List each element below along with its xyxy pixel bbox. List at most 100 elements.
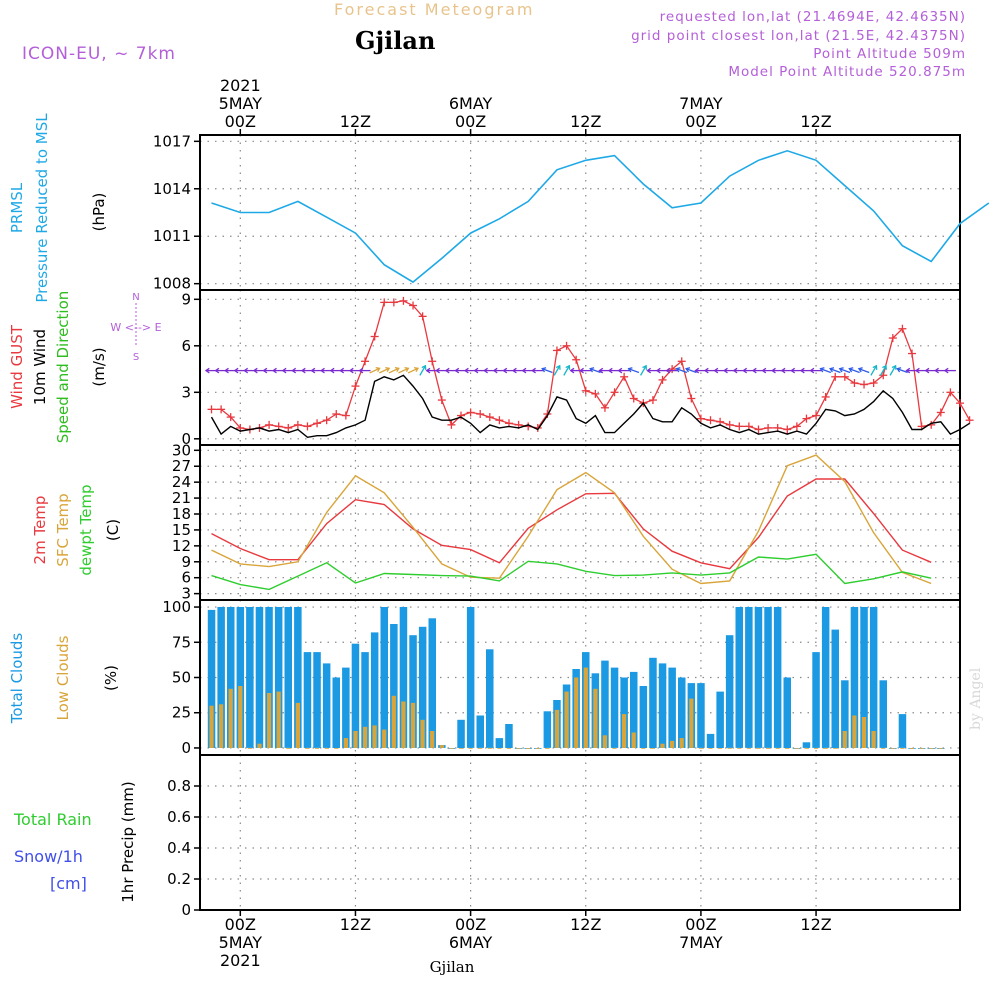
total-clouds-bar: [649, 657, 657, 748]
dewpt-line: [211, 553, 932, 591]
wind-direction-arrow-head: [555, 364, 561, 370]
y-tick-label: 15: [172, 521, 191, 539]
panel-frame: [199, 444, 961, 601]
total-clouds-bar: [284, 607, 292, 748]
wind-direction-arrow-head: [348, 367, 354, 374]
x-axis-label-bottom: 2021: [220, 951, 261, 970]
low-clouds-bar: [545, 748, 550, 749]
low-clouds-bar: [785, 748, 790, 749]
low-clouds-bar: [305, 748, 310, 749]
total-clouds-bar: [274, 607, 283, 748]
wind-direction-arrow-head: [905, 367, 911, 374]
wind-direction-arrow-head: [703, 367, 709, 374]
precip-unit-label: 1hr Precip (mm): [119, 781, 137, 902]
total-clouds-bar: [313, 652, 321, 748]
low-clouds-bar: [506, 748, 512, 749]
low-clouds-bar: [267, 693, 272, 748]
rain-label: Total Rain: [13, 810, 92, 829]
total-clouds-bar: [745, 607, 753, 748]
low-clouds-bar: [900, 748, 905, 749]
total-clouds-bar: [351, 643, 360, 748]
total-clouds-bar: [236, 607, 245, 748]
x-axis-label-top: 7MAY: [679, 94, 723, 113]
y-tick-label: 27: [172, 457, 191, 475]
wind-direction-arrow-head: [404, 366, 410, 373]
x-axis-label-top: 00Z: [455, 112, 486, 131]
temp2m-label: 2m Temp: [31, 496, 49, 565]
wind-direction-arrow-head: [896, 367, 902, 373]
wind-direction-arrow-head: [300, 367, 306, 374]
y-tick-label: 3: [181, 585, 191, 603]
y-tick-label: 0: [181, 739, 191, 757]
low-clouds-bar: [756, 748, 761, 749]
wind-direction-arrow-head: [579, 367, 584, 374]
x-axis-label-top: 12Z: [800, 112, 831, 131]
snow-label: Snow/1h: [14, 847, 83, 866]
total-clouds-bar: [207, 609, 216, 748]
low-clouds-bar: [401, 701, 406, 748]
x-axis-label-bottom: 12Z: [800, 915, 831, 934]
wind-direction-arrow-head: [857, 367, 863, 373]
x-axis-label-bottom: 12Z: [340, 915, 371, 934]
low-clouds-bar: [650, 748, 655, 749]
wind-direction-arrow-head: [521, 367, 527, 374]
low-clouds-bar: [727, 748, 732, 749]
wind-direction-arrow-head: [310, 367, 316, 374]
total-clouds-bar: [802, 742, 811, 748]
wind-direction-arrow: [378, 367, 390, 374]
wind-direction-arrow-head: [790, 367, 796, 374]
wind-direction-arrow-head: [444, 367, 450, 374]
low-clouds-bar: [516, 748, 521, 749]
low-clouds-bar: [852, 715, 857, 748]
wind-direction-arrow-head: [339, 367, 345, 374]
wind-direction-arrow-head: [829, 367, 835, 373]
clouds-unit-label: (%): [102, 665, 120, 691]
model-altitude: Model Point Altitude 520.875m: [728, 64, 966, 80]
x-axis-label-top: 12Z: [340, 112, 371, 131]
low-clouds-bar: [794, 748, 799, 749]
low-clouds-bar: [219, 704, 224, 748]
wind-direction-arrow-head: [891, 364, 897, 370]
wind-speed-label: 10m Wind: [31, 329, 49, 405]
low-clouds-bar: [775, 748, 780, 749]
low-clouds-bar: [833, 748, 838, 749]
low-clouds-bar: [823, 748, 828, 749]
total-clouds-bar: [783, 677, 791, 748]
low-clouds-bar: [881, 748, 886, 749]
low-clouds-bar: [247, 748, 252, 749]
total-clouds-bar: [495, 738, 504, 748]
low-clouds-bar: [766, 748, 771, 749]
wind-direction-arrow: [563, 365, 570, 376]
panel-frame: [199, 754, 961, 911]
total-clouds-bar: [342, 667, 350, 748]
total-clouds-bar: [399, 607, 408, 748]
x-axis-label-top: 12Z: [570, 112, 601, 131]
y-tick-label: 0.4: [167, 839, 191, 857]
total-clouds-bar: [812, 652, 820, 748]
low-clouds-bar: [554, 709, 560, 748]
low-clouds-bar: [286, 748, 291, 749]
wind-direction-arrow: [407, 367, 419, 374]
low-clouds-bar: [228, 688, 233, 748]
wind-direction-arrow-head: [281, 367, 287, 374]
wind-direction-arrow: [628, 368, 640, 374]
total-clouds-bar: [898, 714, 907, 748]
y-tick-label: 9: [181, 553, 191, 571]
wind-direction-arrow-head: [799, 367, 805, 374]
wind-direction-arrow-head: [425, 367, 431, 374]
low-clouds-bar: [670, 740, 675, 748]
total-clouds-bar: [841, 680, 849, 748]
panel-frame: [199, 134, 961, 291]
pressure-label: Pressure Reduced to MSL: [33, 113, 51, 303]
y-tick-label: 25: [172, 704, 191, 722]
wind-direction-arrow-head: [694, 367, 700, 374]
x-axis-label-top: 00Z: [685, 112, 716, 131]
x-axis-label-top: 5MAY: [219, 94, 263, 113]
pressure-label: PRMSL: [8, 182, 26, 233]
x-axis-label-bottom: 00Z: [455, 915, 486, 934]
y-tick-label: 18: [172, 505, 191, 523]
wind-direction-arrow-head: [780, 367, 786, 374]
total-clouds-bar: [601, 660, 609, 748]
y-tick-label: 1008: [153, 275, 191, 293]
low-clouds-bar: [410, 702, 416, 748]
